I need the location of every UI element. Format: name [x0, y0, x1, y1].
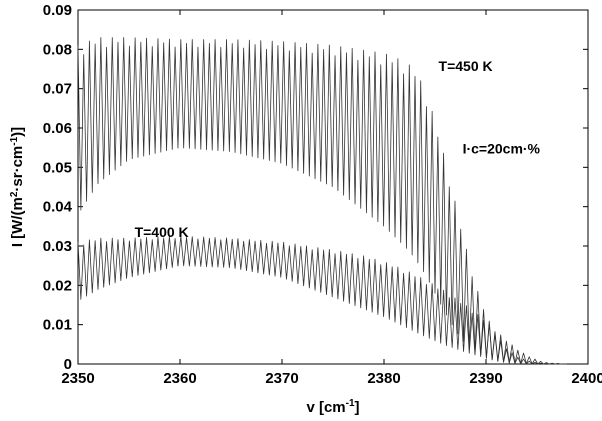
y-axis-title-part: I [W/(m — [9, 197, 26, 247]
y-tick-label: 0.02 — [43, 277, 72, 294]
y-axis-title-part: )] — [9, 127, 26, 137]
plot-area-frame — [77, 9, 589, 365]
y-tick-label: 0.09 — [43, 2, 72, 19]
y-axis-title: I [W/(m2·sr·cm-1)] — [9, 127, 27, 247]
y-axis-title-sup: 2 — [9, 191, 20, 197]
x-tick-label: 2380 — [367, 370, 400, 387]
x-axis-title-sup: -1 — [346, 398, 355, 409]
annotation-layer: T=450 K T=400 K I·c=20cm·% — [135, 58, 541, 240]
x-tick-label: 2390 — [469, 370, 502, 387]
y-tick-label: 0.04 — [43, 199, 73, 216]
y-axis-title-sup: -1 — [9, 136, 20, 145]
y-tick-label: 0.01 — [43, 317, 72, 334]
x-tick-label: 2370 — [265, 370, 298, 387]
y-tick-label: 0.05 — [43, 159, 72, 176]
series-line-1 — [77, 37, 567, 365]
x-axis-title-end: ] — [355, 399, 360, 416]
y-tick-label: 0.08 — [43, 41, 72, 58]
x-tick-label: 2400 — [571, 370, 602, 387]
annotation-label: T=450 K — [439, 58, 493, 74]
axis-ticks: 2350 2360 2370 2380 2390 2400 0 0.01 0.02 0.03 0.0… — [43, 2, 602, 387]
x-axis-title: v [cm-1] — [306, 398, 359, 416]
annotation-label: T=400 K — [135, 224, 189, 240]
series-line-2 — [77, 235, 567, 365]
x-axis-title-main: v [cm — [306, 399, 345, 416]
y-tick-label: 0.03 — [43, 238, 72, 255]
series-layer — [77, 37, 567, 365]
x-tick-label: 2360 — [163, 370, 196, 387]
y-axis-title-part: ·sr·cm — [9, 146, 26, 192]
y-tick-label: 0.06 — [43, 120, 72, 137]
x-tick-label: 2350 — [61, 370, 94, 387]
y-tick-label: 0.07 — [43, 81, 72, 98]
annotation-label: I·c=20cm·% — [463, 141, 541, 157]
y-tick-label: 0 — [64, 356, 72, 373]
